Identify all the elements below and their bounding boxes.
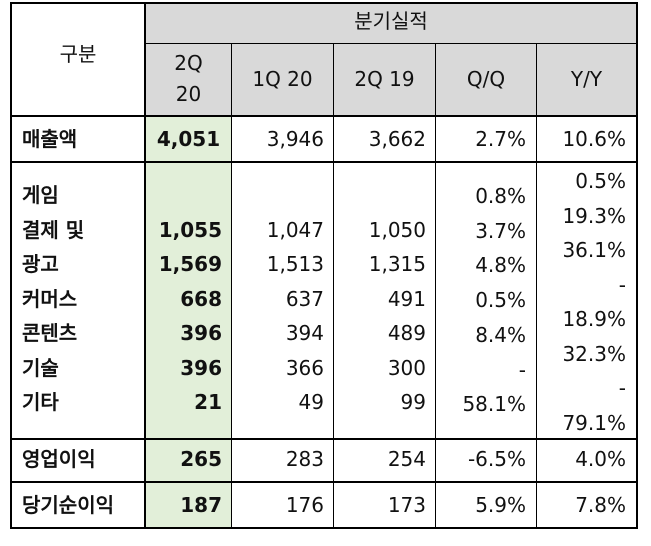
segment-2q19-5: 300 [387, 355, 426, 380]
segment-qq-2: 4.8% [475, 253, 526, 278]
segment-label-1: 결제 및 [22, 217, 85, 242]
op-income-yy: 4.0% [575, 447, 626, 471]
sales-2q19: 3,662 [368, 127, 426, 151]
segment-yy-5: 32.3% [562, 341, 626, 366]
net-income-2q19: 173 [387, 493, 426, 517]
col-header-yy: Y/Y [570, 67, 603, 91]
segment-yy-0: 0.5% [575, 169, 626, 193]
segment-2q19-3: 491 [387, 286, 426, 311]
segment-qq-4: 8.4% [475, 322, 526, 347]
op-income-qq: -6.5% [467, 447, 526, 471]
segment-1q20-3: 637 [285, 286, 324, 311]
row-label-net-income: 당기순이익 [22, 493, 114, 517]
col-header-qq: Q/Q [466, 67, 506, 91]
net-income-1q20: 176 [285, 493, 324, 517]
segment-qq-1: 3.7% [475, 218, 526, 243]
segment-label-0: 게임 [22, 183, 59, 207]
op-income-2q19: 254 [387, 447, 426, 471]
segment-label-5: 기술 [22, 355, 59, 380]
segment-2q19-1: 1,050 [368, 217, 426, 242]
header-background [145, 2, 638, 116]
segment-label-3: 커머스 [22, 286, 78, 311]
segment-2q20-5: 396 [180, 355, 222, 380]
row-label-op-income: 영업이익 [22, 447, 96, 471]
segment-qq-6: 58.1% [462, 392, 526, 417]
quarterly-results-table: 구분 분기실적 2Q 20 1Q 20 2Q 19 Q/Q Y/Y 매출액 4,… [10, 2, 638, 529]
segment-2q20-3: 668 [180, 286, 222, 311]
segment-2q20-1: 1,055 [158, 217, 222, 242]
col-header-1q20: 1Q 20 [252, 67, 313, 91]
segment-qq-5: - [518, 357, 526, 382]
segment-1q20-5: 366 [285, 355, 324, 380]
op-income-2q20: 265 [180, 447, 222, 471]
segment-yy-3: - [618, 272, 626, 297]
segment-qq-0: 0.8% [475, 184, 526, 208]
sales-yy: 10.6% [562, 127, 626, 151]
segment-1q20-4: 394 [285, 321, 324, 345]
segment-label-2: 광고 [22, 252, 59, 276]
sales-qq: 2.7% [475, 127, 526, 151]
segment-2q19-6: 99 [400, 390, 426, 414]
segment-label-6: 기타 [22, 390, 59, 414]
segment-1q20-2: 1,513 [266, 252, 324, 276]
segment-qq-3: 0.5% [475, 288, 526, 313]
segment-2q20-6: 21 [194, 390, 222, 414]
segment-2q19-4: 489 [387, 321, 426, 345]
segment-yy-7: 79.1% [562, 410, 626, 435]
segment-yy-6: - [618, 376, 626, 400]
sales-1q20: 3,946 [266, 127, 324, 151]
segment-yy-1: 19.3% [562, 203, 626, 228]
net-income-2q20: 187 [180, 493, 222, 517]
net-income-qq: 5.9% [475, 493, 526, 517]
segment-1q20-1: 1,047 [266, 217, 324, 242]
segment-label-4: 콘텐츠 [22, 321, 78, 345]
segment-yy-4: 18.9% [562, 307, 626, 331]
segment-2q19-2: 1,315 [368, 252, 426, 276]
sales-2q20: 4,051 [156, 127, 221, 151]
segment-1q20-6: 49 [298, 390, 324, 414]
segment-2q20-2: 1,569 [158, 252, 222, 276]
group-header: 분기실적 [354, 9, 428, 33]
highlight-column-2q20 [145, 116, 232, 529]
segment-yy-2: 36.1% [562, 238, 626, 262]
segment-2q20-4: 396 [180, 321, 222, 345]
op-income-1q20: 283 [285, 447, 324, 471]
net-income-yy: 7.8% [575, 493, 626, 517]
category-header: 구분 [59, 42, 97, 66]
row-label-sales: 매출액 [22, 127, 78, 151]
col-header-2q20: 2Q 20 [174, 51, 203, 106]
col-header-2q19: 2Q 19 [354, 67, 415, 91]
